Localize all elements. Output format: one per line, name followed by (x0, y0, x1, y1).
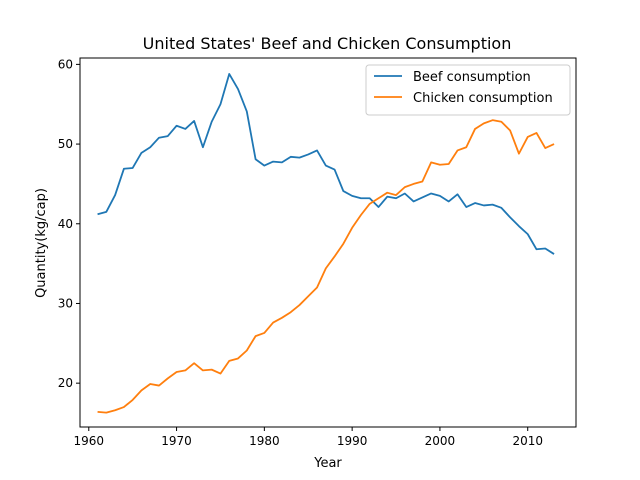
chart-title: United States' Beef and Chicken Consumpt… (143, 34, 512, 53)
x-tick-label: 2000 (425, 434, 456, 448)
x-tick-label: 1960 (74, 434, 105, 448)
series-line-chicken (97, 119, 555, 414)
x-tick-label: 1970 (161, 434, 192, 448)
series-line-beef (97, 73, 555, 255)
legend-box (365, 64, 571, 116)
y-tick-label: 20 (58, 376, 73, 390)
series-lines (97, 73, 555, 414)
legend-label-chicken: Chicken consumption (413, 91, 553, 106)
x-tick-label: 2010 (512, 434, 543, 448)
x-tick-label: 1980 (249, 434, 280, 448)
y-tick-label: 50 (58, 137, 73, 151)
y-tick-label: 40 (58, 217, 73, 231)
y-axis-label: Quantity(kg/cap) (34, 188, 49, 298)
legend: Beef consumption Chicken consumption (365, 64, 571, 116)
axis-ticks: 1960 1970 1980 1990 2000 2010 20 30 40 50 60 (58, 57, 543, 448)
plot-frame (79, 57, 577, 428)
legend-label-beef: Beef consumption (413, 70, 531, 85)
y-tick-label: 30 (58, 296, 73, 310)
x-tick-label: 1990 (337, 434, 368, 448)
y-tick-label: 60 (58, 57, 73, 71)
x-axis-label: Year (313, 456, 342, 471)
